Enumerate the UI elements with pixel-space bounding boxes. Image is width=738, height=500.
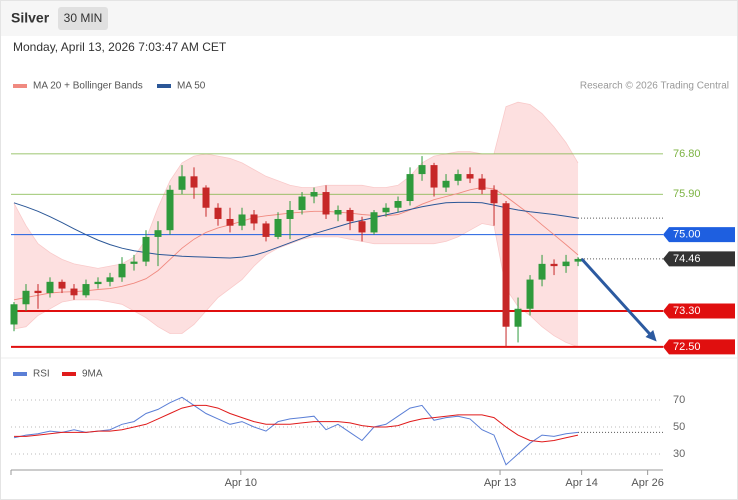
candle-body [190, 176, 198, 188]
y-tick-label: 30 [673, 448, 685, 460]
level-label: 75.90 [673, 188, 701, 200]
candle-body [406, 174, 414, 202]
candle-body [34, 290, 42, 294]
candle-body [394, 201, 402, 208]
candle-body [142, 236, 150, 262]
level-label: 75.00 [673, 229, 701, 241]
candle-body [166, 189, 174, 231]
forecast-arrowhead [645, 330, 657, 342]
level-label: 73.30 [673, 305, 701, 317]
x-tick-label: Apr 14 [565, 477, 597, 489]
credit: Research © 2026 Trading Central [580, 81, 729, 92]
candle-body [562, 261, 570, 267]
candle-body [358, 221, 366, 233]
candle-body [262, 223, 270, 237]
candle-body [178, 176, 186, 190]
candle-body [382, 207, 390, 213]
level-box [663, 303, 735, 319]
instrument-title: Silver [11, 10, 50, 26]
level-label: 72.50 [673, 341, 701, 353]
candle-body [334, 209, 342, 215]
candle-body [442, 180, 450, 188]
candle-body [130, 261, 138, 264]
legend-label: MA 20 + Bollinger Bands [33, 81, 143, 92]
candle-body [514, 308, 522, 327]
candle-body [154, 230, 162, 237]
x-tick-label: Apr 13 [484, 477, 516, 489]
candle-body [454, 174, 462, 181]
timeframe[interactable]: 30 MIN [64, 11, 103, 25]
legend-swatch [13, 372, 27, 376]
rsi-line [13, 396, 579, 466]
moving-average [13, 201, 579, 259]
level-label: 74.46 [673, 253, 701, 265]
candle-body [490, 189, 498, 204]
candle-body [466, 174, 474, 179]
candle-body [106, 277, 114, 282]
forecast-arrow [580, 257, 653, 337]
candle-body [202, 187, 210, 208]
level-label: 76.80 [673, 148, 701, 160]
level-box [663, 227, 735, 243]
candle-body [46, 281, 54, 294]
candle-body [10, 304, 18, 325]
candle-body [430, 165, 438, 188]
candle-body [58, 281, 66, 289]
candle-body [418, 165, 426, 175]
y-tick-label: 70 [673, 394, 685, 406]
candle-body [250, 214, 258, 224]
candle-body [370, 212, 378, 233]
candle-body [274, 218, 282, 237]
candle-body [298, 196, 306, 210]
bollinger-lower [13, 223, 579, 348]
candle-body [346, 209, 354, 222]
candle-body [574, 258, 582, 262]
bollinger-fill [14, 102, 579, 347]
candle-body [502, 203, 510, 327]
legend-swatch [62, 372, 76, 376]
candle-body [94, 281, 102, 285]
legend-swatch [13, 84, 27, 88]
legend-label: MA 50 [177, 81, 206, 92]
candle-body [118, 263, 126, 278]
price-panel: MA 20 + Bollinger Bands MA 50 76.80 75.90 75… [10, 81, 735, 355]
x-tick-label: Apr 10 [225, 477, 257, 489]
candle-body [550, 263, 558, 267]
level-box [663, 339, 735, 355]
y-tick-label: 50 [673, 421, 685, 433]
candle-body [226, 218, 234, 226]
legend-label: 9MA [82, 369, 103, 380]
legend-label: RSI [33, 369, 50, 380]
candle-body [526, 279, 534, 309]
header-bar [1, 1, 737, 36]
timeframe-badge[interactable] [58, 7, 108, 30]
rsi-panel: RSI 9MA 30 50 70 Apr 10 Apr 13 Apr 14 Apr 26 [10, 369, 685, 489]
candle-body [238, 214, 246, 226]
candle-body [70, 288, 78, 296]
legend-swatch [157, 84, 171, 88]
x-tick-label: Apr 26 [631, 477, 663, 489]
candle-body [22, 290, 30, 305]
candle-body [538, 263, 546, 280]
candle-body [310, 192, 318, 197]
level-box [663, 251, 735, 267]
candle-body [478, 178, 486, 190]
timestamp: Monday, April 13, 2026 7:03:47 AM CET [13, 40, 227, 54]
candle-body [322, 192, 330, 215]
candle-body [286, 209, 294, 219]
candle-body [82, 284, 90, 296]
candle-body [214, 207, 222, 219]
rsi-line [14, 404, 579, 443]
